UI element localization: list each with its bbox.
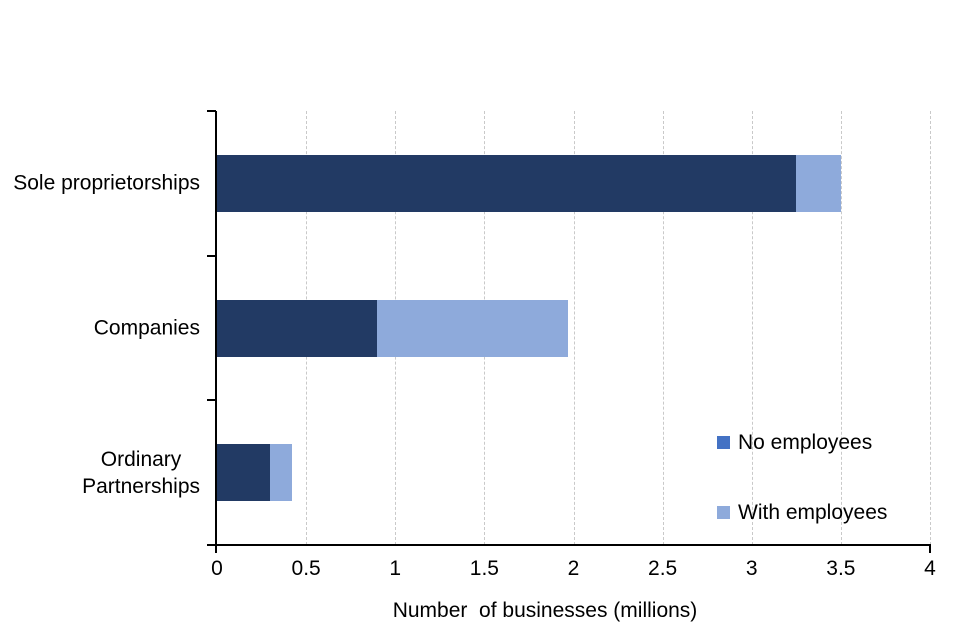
- x-tick-label-1: 1: [389, 557, 402, 580]
- bar-segment-no-employees: [217, 444, 271, 502]
- bar-segment-with-employees: [377, 299, 569, 357]
- legend-item-with-employees: With employees: [717, 499, 887, 526]
- category-label-text: Ordinary Partnerships: [82, 447, 200, 498]
- category-label-text: Companies: [93, 316, 200, 340]
- x-axis-line: [215, 544, 931, 546]
- legend-item-no-employees: No employees: [717, 429, 872, 456]
- gridline-x-2.5: [662, 111, 664, 545]
- category-label-companies: Companies: [0, 315, 200, 342]
- x-tick-label-0: 0: [211, 557, 223, 580]
- category-label-ordinary-partnerships: Ordinary Partnerships: [0, 446, 200, 500]
- y-axis-tick: [207, 254, 216, 257]
- y-axis-tick: [207, 544, 216, 546]
- x-tick-label-2.5: 2.5: [648, 557, 678, 580]
- bar-segment-with-employees: [270, 444, 292, 502]
- legend-label: With employees: [738, 501, 888, 524]
- legend-marker-icon: [717, 436, 730, 449]
- bar-segment-no-employees: [217, 154, 797, 212]
- x-axis-end-tick: [929, 544, 931, 553]
- x-tick-label-0.5: 0.5: [291, 557, 321, 580]
- x-tick-label-1.5: 1.5: [469, 557, 499, 580]
- y-axis-tick: [207, 399, 216, 402]
- x-tick-label-4: 4: [924, 557, 936, 580]
- gridline-x-2: [573, 111, 575, 545]
- gridline-x-4: [930, 111, 931, 545]
- y-axis-line: [215, 111, 217, 553]
- x-axis-title: Number of businesses (millions): [392, 599, 698, 622]
- gridline-x-3: [751, 111, 753, 545]
- legend-marker-icon: [717, 506, 730, 519]
- gridline-x-3.5: [840, 111, 842, 545]
- x-tick-label-3: 3: [745, 557, 758, 580]
- bar-segment-with-employees: [796, 154, 841, 212]
- category-label-text: Sole proprietorships: [13, 171, 200, 195]
- x-tick-label-2: 2: [567, 557, 580, 580]
- x-tick-label-3.5: 3.5: [826, 557, 856, 580]
- category-label-sole-proprietorships: Sole proprietorships: [0, 170, 200, 197]
- y-axis-tick: [207, 110, 216, 112]
- bar-segment-no-employees: [217, 299, 378, 357]
- legend-label: No employees: [738, 431, 873, 454]
